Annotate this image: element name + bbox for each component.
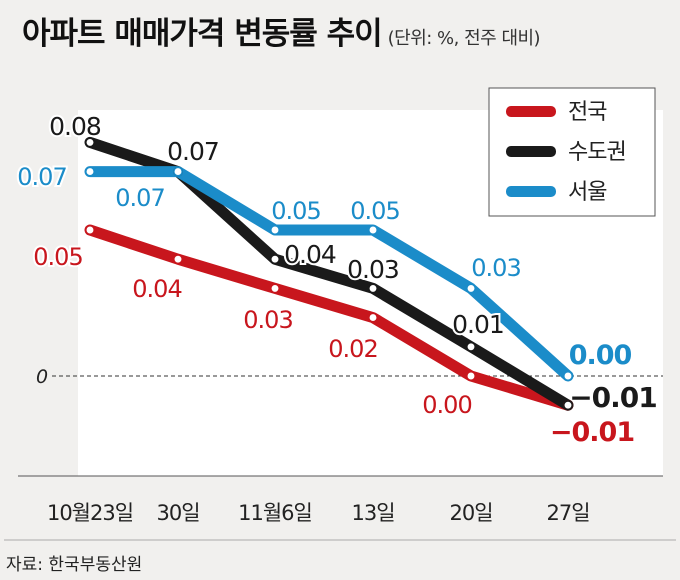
data-point <box>368 283 378 294</box>
data-point <box>270 283 280 294</box>
data-label-전국: 0.02 <box>328 335 377 363</box>
data-point <box>270 225 280 235</box>
data-label-수도권: 0.04 <box>284 240 336 269</box>
data-point <box>85 137 95 148</box>
data-label-서울: 0.05 <box>350 197 399 225</box>
zero-tick-label: 0 <box>36 366 48 388</box>
series-line-서울 <box>84 166 574 382</box>
data-point <box>466 371 476 381</box>
x-tick-label: 20일 <box>449 501 492 525</box>
legend-label-전국: 전국 <box>568 100 607 125</box>
data-point <box>563 371 573 381</box>
data-point <box>466 341 476 352</box>
data-point <box>563 400 573 411</box>
data-label-수도권: 0.01 <box>452 310 504 339</box>
x-tick-label: 30일 <box>156 501 199 525</box>
data-label-전국: 0.00 <box>422 391 471 419</box>
data-point <box>173 166 183 177</box>
series-line-전국 <box>84 224 574 411</box>
data-point <box>173 254 183 265</box>
data-label-수도권: −0.01 <box>569 381 657 414</box>
data-label-전국: −0.01 <box>550 417 634 448</box>
legend-label-서울: 서울 <box>568 180 607 205</box>
x-tick-label: 27일 <box>546 501 589 525</box>
chart-subtitle: (단위: %, 전주 대비) <box>387 28 541 49</box>
data-label-수도권: 0.08 <box>49 112 101 141</box>
legend-label-수도권: 수도권 <box>568 140 626 165</box>
data-label-전국: 0.03 <box>243 306 292 334</box>
data-point <box>85 166 95 177</box>
data-label-서울: 0.03 <box>471 254 520 282</box>
legend-swatch-전국 <box>506 106 556 117</box>
data-label-서울: 0.00 <box>569 340 632 371</box>
data-label-전국: 0.05 <box>33 243 82 271</box>
x-tick-label: 10월23일 <box>47 501 133 525</box>
chart-title-text: 아파트 매매가격 변동률 추이 <box>22 16 383 52</box>
data-point <box>466 283 476 294</box>
chart-title: 아파트 매매가격 변동률 추이 (단위: %, 전주 대비) <box>22 8 541 53</box>
data-label-수도권: 0.07 <box>167 137 219 166</box>
data-label-전국: 0.04 <box>132 275 181 303</box>
x-tick-label: 13일 <box>351 501 394 525</box>
data-point <box>270 254 280 265</box>
data-point <box>368 312 378 323</box>
data-label-수도권: 0.03 <box>347 255 399 284</box>
legend-swatch-수도권 <box>506 146 556 157</box>
data-point <box>368 225 378 235</box>
data-label-서울: 0.05 <box>271 197 320 225</box>
source-note: 자료: 한국부동산원 <box>6 555 143 575</box>
data-label-서울: 0.07 <box>115 184 164 212</box>
legend-swatch-서울 <box>506 186 556 197</box>
data-label-서울: 0.07 <box>17 163 66 191</box>
data-point <box>85 225 95 235</box>
x-tick-label: 11월6일 <box>238 501 312 525</box>
